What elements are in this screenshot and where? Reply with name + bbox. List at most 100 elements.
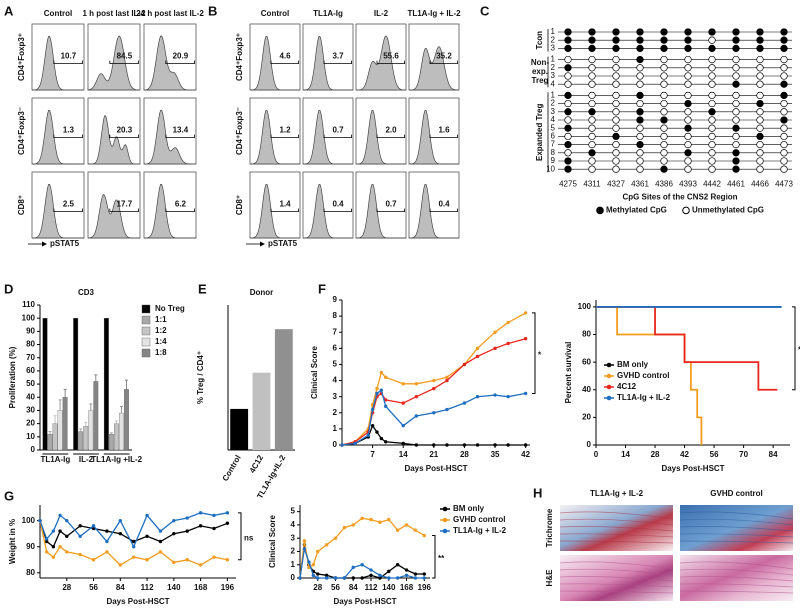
point: [340, 443, 344, 447]
site-label: 4386: [655, 180, 673, 189]
point: [51, 555, 56, 559]
bar: [93, 381, 99, 451]
histogram: [356, 183, 406, 239]
histogram-frame: [302, 23, 354, 91]
point: [172, 531, 176, 536]
point: [378, 573, 382, 578]
y-axis-label: % Treg / CD4⁺: [196, 351, 205, 404]
histogram: [144, 109, 196, 165]
significance-bracket: [238, 512, 242, 561]
histogram-frame: [249, 23, 301, 91]
point: [375, 391, 379, 396]
y-tick-label: 9: [333, 295, 338, 304]
gate: [376, 60, 405, 64]
cpg-site: [732, 157, 740, 165]
cpg-site: [588, 140, 596, 149]
cpg-site: [660, 72, 668, 80]
gate-value: 0.4: [332, 200, 344, 209]
cpg-site: [588, 91, 596, 100]
histogram: [250, 109, 300, 165]
histogram: [143, 35, 196, 91]
site-label: 4466: [751, 180, 769, 189]
legend-swatch: [141, 304, 151, 314]
cpg-site: [588, 165, 596, 173]
cpg-site: [684, 28, 692, 36]
y-tick-label: 0: [291, 573, 296, 582]
cpg-site: [708, 55, 716, 64]
y-tick-label: 70: [26, 353, 35, 362]
point: [401, 401, 405, 405]
y-tick-label: 80: [26, 340, 35, 349]
point: [78, 552, 82, 557]
y-tick-label: 110: [22, 300, 35, 309]
histogram-frame: [31, 171, 85, 239]
point: [506, 394, 510, 399]
point: [38, 518, 42, 523]
site-label: 4393: [679, 180, 697, 189]
cpg-site: [780, 157, 788, 165]
point: [413, 572, 418, 576]
histogram: [356, 35, 406, 91]
point: [118, 518, 123, 523]
x-tick-label: 84: [116, 583, 125, 592]
row-label: CD4⁺Foxp3⁺: [235, 33, 244, 81]
point: [395, 576, 400, 580]
axis-label: pSTAT5: [50, 239, 80, 248]
histogram: [409, 183, 459, 239]
cpg-site: [612, 44, 620, 53]
cpg-site: [612, 36, 620, 44]
error-bar: [89, 403, 93, 411]
legend-swatch: [141, 348, 151, 358]
point: [91, 524, 96, 528]
panel-letter: F: [318, 281, 326, 296]
gate: [270, 208, 299, 212]
cpg-site: [780, 72, 788, 80]
row-number: 10: [546, 164, 555, 173]
cpg-site: [684, 149, 692, 157]
cpg-site: [708, 149, 716, 157]
cpg-site: [612, 165, 620, 173]
histogram-frame: [408, 171, 460, 239]
error-bar: [109, 432, 113, 435]
x-tick-label: 56: [89, 583, 98, 592]
tissue-streak: [679, 561, 794, 570]
bar: [274, 329, 293, 450]
histogram-frame: [31, 97, 85, 165]
cpg-site: [564, 80, 572, 88]
cpg-site: [588, 108, 596, 116]
row-label: CD4⁺Foxp3⁻: [17, 107, 26, 155]
error-bar: [119, 406, 123, 414]
point: [353, 441, 357, 446]
cpg-site: [684, 108, 692, 116]
histogram: [144, 183, 196, 239]
tissue-streak: [679, 511, 794, 520]
cpg-site: [636, 64, 644, 72]
x-tick-label: IL-2: [79, 455, 94, 464]
cpg-site: [564, 157, 572, 165]
group-label: Treg: [532, 76, 549, 85]
y-tick-label: 0: [587, 440, 592, 449]
gate: [429, 208, 458, 212]
gate: [53, 134, 83, 138]
gate: [165, 134, 195, 138]
x-tick-label: 0: [594, 450, 599, 459]
row-number: 4: [551, 115, 556, 124]
y-tick-label: 100: [578, 302, 592, 311]
y-tick-label: 30: [26, 406, 35, 415]
row-number: 2: [551, 35, 556, 44]
cpg-site: [708, 132, 716, 141]
y-tick-label: 20: [582, 412, 591, 421]
cpg-site: [684, 165, 692, 173]
point: [51, 529, 56, 533]
point: [44, 539, 49, 544]
cpg-site: [564, 124, 572, 132]
point: [445, 375, 449, 380]
panel-letter: H: [533, 485, 542, 500]
gate-value: 84.5: [117, 52, 133, 61]
point: [351, 565, 355, 570]
row-number: 3: [551, 44, 556, 53]
cpg-site: [564, 116, 572, 124]
gate-value: 1.6: [438, 126, 450, 135]
point: [445, 378, 449, 383]
site-label: 4311: [583, 180, 601, 189]
